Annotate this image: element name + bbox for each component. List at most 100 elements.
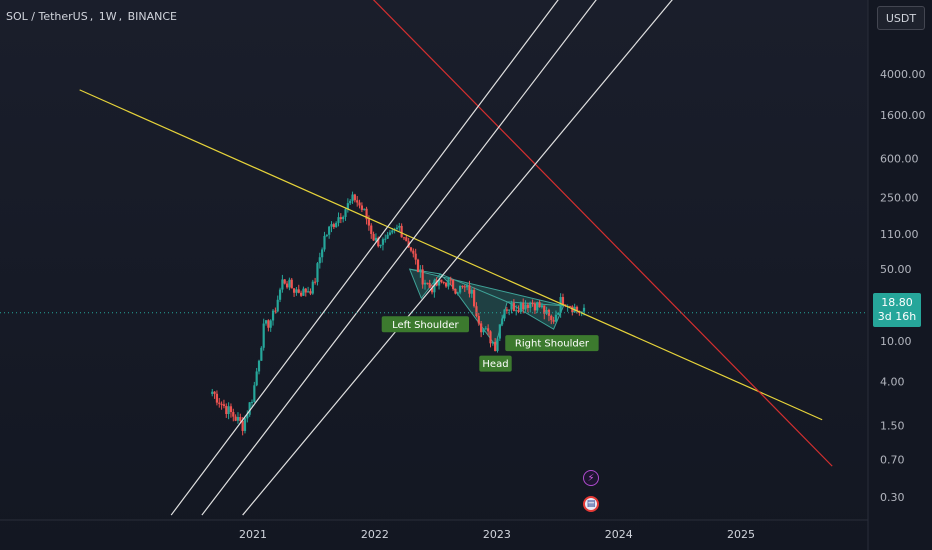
candle-body[interactable] bbox=[543, 305, 546, 314]
candle-body[interactable] bbox=[250, 401, 254, 403]
pattern-label-box[interactable] bbox=[479, 355, 512, 372]
candle-body[interactable] bbox=[414, 253, 417, 260]
candle-body[interactable] bbox=[374, 237, 378, 241]
candle-body[interactable] bbox=[475, 306, 478, 317]
candle-body[interactable] bbox=[428, 283, 431, 288]
candle-body[interactable] bbox=[299, 292, 303, 296]
candle-body[interactable] bbox=[332, 224, 335, 228]
candle-body[interactable] bbox=[533, 303, 537, 311]
candle-body[interactable] bbox=[232, 412, 235, 417]
candle-body[interactable] bbox=[297, 289, 300, 293]
candle-body[interactable] bbox=[353, 194, 356, 201]
candle-body[interactable] bbox=[248, 402, 251, 415]
candle-body[interactable] bbox=[480, 323, 483, 333]
candle-body[interactable] bbox=[344, 209, 347, 217]
candle-body[interactable] bbox=[290, 279, 293, 289]
candle-body[interactable] bbox=[536, 302, 539, 311]
candle-body[interactable] bbox=[215, 393, 219, 403]
candle-body[interactable] bbox=[494, 341, 497, 352]
candle-body[interactable] bbox=[328, 226, 331, 235]
candle-body[interactable] bbox=[575, 306, 579, 311]
candle-body[interactable] bbox=[285, 283, 289, 288]
pattern-label-box[interactable] bbox=[381, 316, 470, 333]
white-trendline[interactable] bbox=[201, 0, 619, 516]
candle-body[interactable] bbox=[437, 279, 441, 286]
candle-body[interactable] bbox=[458, 285, 462, 293]
candle-body[interactable] bbox=[330, 224, 333, 227]
candle-body[interactable] bbox=[363, 208, 366, 210]
candle-body[interactable] bbox=[321, 249, 324, 258]
candle-body[interactable] bbox=[356, 200, 359, 203]
candle-body[interactable] bbox=[358, 202, 361, 206]
candle-body[interactable] bbox=[409, 247, 413, 251]
candle-body[interactable] bbox=[489, 331, 492, 344]
candle-body[interactable] bbox=[461, 285, 464, 287]
candle-body[interactable] bbox=[241, 420, 244, 431]
candle-body[interactable] bbox=[561, 297, 565, 305]
white-trendline[interactable] bbox=[170, 0, 608, 516]
candle-body[interactable] bbox=[304, 288, 307, 293]
candle-body[interactable] bbox=[423, 282, 427, 285]
candle-body[interactable] bbox=[512, 303, 515, 311]
candle-body[interactable] bbox=[346, 203, 349, 210]
candle-body[interactable] bbox=[307, 291, 310, 293]
candle-body[interactable] bbox=[444, 282, 448, 287]
candle-body[interactable] bbox=[377, 237, 380, 247]
candle-body[interactable] bbox=[295, 289, 298, 293]
candle-body[interactable] bbox=[449, 279, 452, 281]
candle-body[interactable] bbox=[510, 303, 513, 310]
candle-body[interactable] bbox=[531, 302, 534, 304]
candle-body[interactable] bbox=[276, 299, 279, 312]
candle-body[interactable] bbox=[234, 416, 237, 421]
symbol-name[interactable]: SOL / TetherUS bbox=[6, 10, 88, 23]
yellow-trendline[interactable] bbox=[79, 89, 823, 421]
candle-body[interactable] bbox=[552, 320, 555, 322]
candle-body[interactable] bbox=[416, 259, 420, 273]
candle-body[interactable] bbox=[267, 320, 270, 328]
candle-body[interactable] bbox=[524, 304, 527, 310]
candle-body[interactable] bbox=[482, 328, 485, 333]
candle-body[interactable] bbox=[440, 279, 443, 283]
candle-body[interactable] bbox=[391, 230, 394, 233]
candle-body[interactable] bbox=[501, 318, 504, 325]
candle-body[interactable] bbox=[421, 269, 424, 285]
candle-body[interactable] bbox=[405, 237, 408, 242]
candle-body[interactable] bbox=[351, 194, 354, 201]
candle-body[interactable] bbox=[498, 324, 501, 339]
candle-body[interactable] bbox=[477, 316, 480, 324]
candle-body[interactable] bbox=[335, 222, 338, 228]
candle-body[interactable] bbox=[386, 234, 389, 239]
candle-body[interactable] bbox=[419, 269, 422, 273]
candle-body[interactable] bbox=[271, 310, 275, 321]
candle-body[interactable] bbox=[342, 216, 345, 220]
candle-body[interactable] bbox=[309, 291, 312, 294]
candle-body[interactable] bbox=[288, 279, 291, 288]
candle-body[interactable] bbox=[550, 315, 553, 321]
candle-body[interactable] bbox=[229, 406, 233, 413]
white-trendline[interactable] bbox=[242, 0, 701, 516]
candle-body[interactable] bbox=[426, 282, 429, 284]
candle-body[interactable] bbox=[473, 289, 476, 307]
candle-body[interactable] bbox=[236, 417, 240, 421]
candle-body[interactable] bbox=[269, 320, 272, 328]
candle-body[interactable] bbox=[372, 233, 375, 241]
candle-body[interactable] bbox=[545, 309, 548, 314]
candle-body[interactable] bbox=[253, 385, 256, 402]
candle-body[interactable] bbox=[316, 263, 319, 282]
candle-body[interactable] bbox=[519, 303, 522, 312]
candle-body[interactable] bbox=[278, 289, 282, 300]
candle-body[interactable] bbox=[243, 418, 247, 431]
candle-body[interactable] bbox=[360, 205, 363, 210]
candle-body[interactable] bbox=[517, 310, 520, 312]
candle-body[interactable] bbox=[213, 391, 216, 394]
candle-body[interactable] bbox=[559, 297, 562, 313]
us-flag-icon[interactable]: ▤ bbox=[583, 496, 599, 512]
candle-body[interactable] bbox=[451, 279, 455, 289]
candle-body[interactable] bbox=[454, 288, 457, 294]
candle-body[interactable] bbox=[274, 310, 277, 312]
candle-body[interactable] bbox=[442, 282, 445, 284]
candle-body[interactable] bbox=[447, 279, 450, 287]
candle-body[interactable] bbox=[456, 292, 459, 294]
candle-body[interactable] bbox=[487, 328, 490, 332]
